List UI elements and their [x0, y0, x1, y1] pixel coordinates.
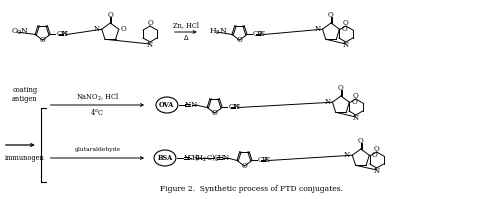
Text: glutaraldehyde: glutaraldehyde: [74, 147, 120, 152]
Text: N: N: [190, 101, 197, 109]
Text: O: O: [121, 25, 126, 33]
Text: N: N: [62, 30, 68, 38]
Text: NaNO$_2$, HCl: NaNO$_2$, HCl: [76, 91, 119, 103]
Text: CH: CH: [258, 156, 270, 164]
Text: Zn, HCl: Zn, HCl: [173, 21, 199, 29]
Text: N: N: [147, 41, 153, 49]
Text: O: O: [242, 162, 248, 170]
Text: coating: coating: [12, 86, 38, 94]
Text: N: N: [324, 98, 330, 106]
Text: N: N: [222, 154, 228, 162]
Text: O: O: [328, 11, 334, 19]
Text: N: N: [264, 156, 270, 164]
Text: immunogen: immunogen: [5, 154, 44, 162]
Text: N: N: [184, 154, 190, 162]
Text: N: N: [344, 151, 350, 159]
Text: O: O: [353, 92, 358, 100]
Text: CH: CH: [253, 30, 264, 38]
Text: N: N: [259, 30, 265, 38]
Text: O: O: [40, 36, 46, 44]
Text: O: O: [236, 36, 242, 44]
Text: O: O: [358, 137, 364, 145]
Text: N: N: [314, 25, 320, 33]
Text: O: O: [343, 19, 349, 27]
Text: H$_2$N: H$_2$N: [208, 27, 228, 37]
Text: O: O: [352, 98, 357, 106]
Text: O$_2$N: O$_2$N: [11, 27, 29, 37]
Text: $\Delta$: $\Delta$: [182, 33, 189, 43]
Text: N: N: [185, 101, 191, 109]
Text: CH: CH: [228, 103, 239, 111]
Text: CH: CH: [188, 154, 199, 162]
Text: BSA: BSA: [158, 154, 172, 162]
Text: (H$_2$C)$_3$: (H$_2$C)$_3$: [194, 153, 220, 163]
Text: O: O: [147, 19, 153, 27]
Text: O: O: [374, 145, 380, 153]
Text: O: O: [338, 84, 344, 92]
Text: CH: CH: [56, 30, 68, 38]
Text: Figure 2.  Synthetic process of FTD conjugates.: Figure 2. Synthetic process of FTD conju…: [160, 185, 343, 193]
Text: O: O: [372, 151, 377, 159]
Text: OVA: OVA: [159, 101, 174, 109]
Text: N: N: [94, 25, 100, 33]
Text: N: N: [234, 103, 240, 111]
Text: O: O: [108, 11, 113, 19]
Text: O: O: [212, 109, 218, 117]
Text: N: N: [353, 114, 359, 122]
Text: N: N: [374, 167, 380, 175]
Text: N: N: [343, 41, 349, 49]
Text: CH: CH: [214, 154, 226, 162]
Text: antigen: antigen: [12, 95, 38, 103]
Text: 4$^o$C: 4$^o$C: [90, 107, 104, 117]
Text: O: O: [342, 25, 347, 33]
